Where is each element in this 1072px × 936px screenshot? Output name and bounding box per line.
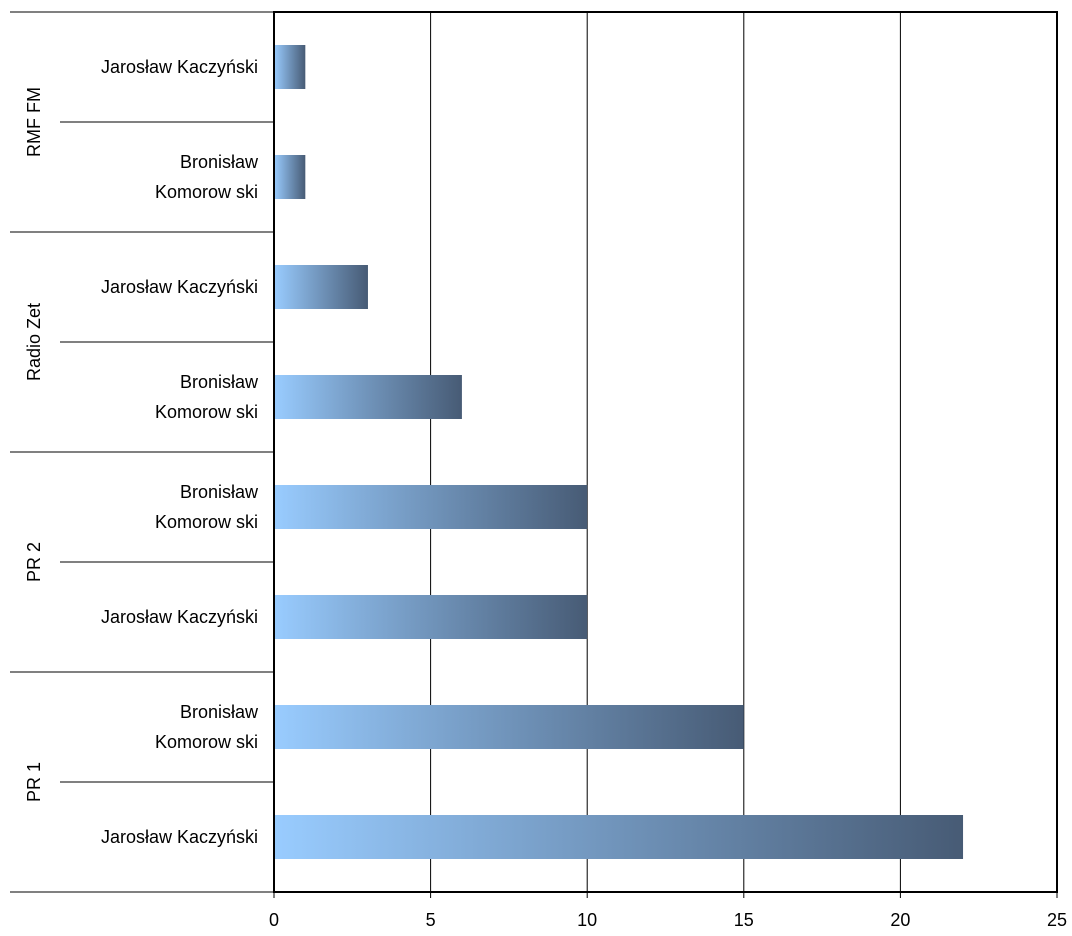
gridlines [430, 12, 901, 892]
plot-frame [273, 11, 1058, 893]
bar [274, 815, 964, 859]
x-tick-label: 25 [1047, 910, 1067, 930]
bar [274, 485, 588, 529]
group-label: Radio Zet [24, 303, 44, 381]
bar [274, 375, 462, 419]
category-label: Jarosław Kaczyński [101, 277, 258, 297]
bar [274, 45, 306, 89]
category-label: Bronisław [180, 482, 259, 502]
x-tick-label: 5 [426, 910, 436, 930]
group-label: PR 1 [24, 762, 44, 802]
group-label: PR 2 [24, 542, 44, 582]
category-label: Bronisław [180, 152, 259, 172]
category-label: Jarosław Kaczyński [101, 827, 258, 847]
category-label: Komorow ski [155, 182, 258, 202]
x-tick-label: 0 [269, 910, 279, 930]
category-label: Jarosław Kaczyński [101, 607, 258, 627]
category-label: Jarosław Kaczyński [101, 57, 258, 77]
bar [274, 155, 306, 199]
category-labels: RMF FM Jarosław Kaczyński Bronisław Komorow… [24, 57, 259, 847]
axes: 0 5 10 15 20 25 [10, 11, 1067, 930]
category-label: Komorow ski [155, 732, 258, 752]
x-tick-label: 15 [734, 910, 754, 930]
category-label: Komorow ski [155, 512, 258, 532]
category-label: Bronisław [180, 702, 259, 722]
bars [274, 45, 964, 859]
x-tick-label: 20 [890, 910, 910, 930]
bar [274, 595, 588, 639]
category-label: Bronisław [180, 372, 259, 392]
bar [274, 705, 744, 749]
group-label: RMF FM [24, 87, 44, 157]
bar [274, 265, 368, 309]
x-tick-label: 10 [577, 910, 597, 930]
category-label: Komorow ski [155, 402, 258, 422]
